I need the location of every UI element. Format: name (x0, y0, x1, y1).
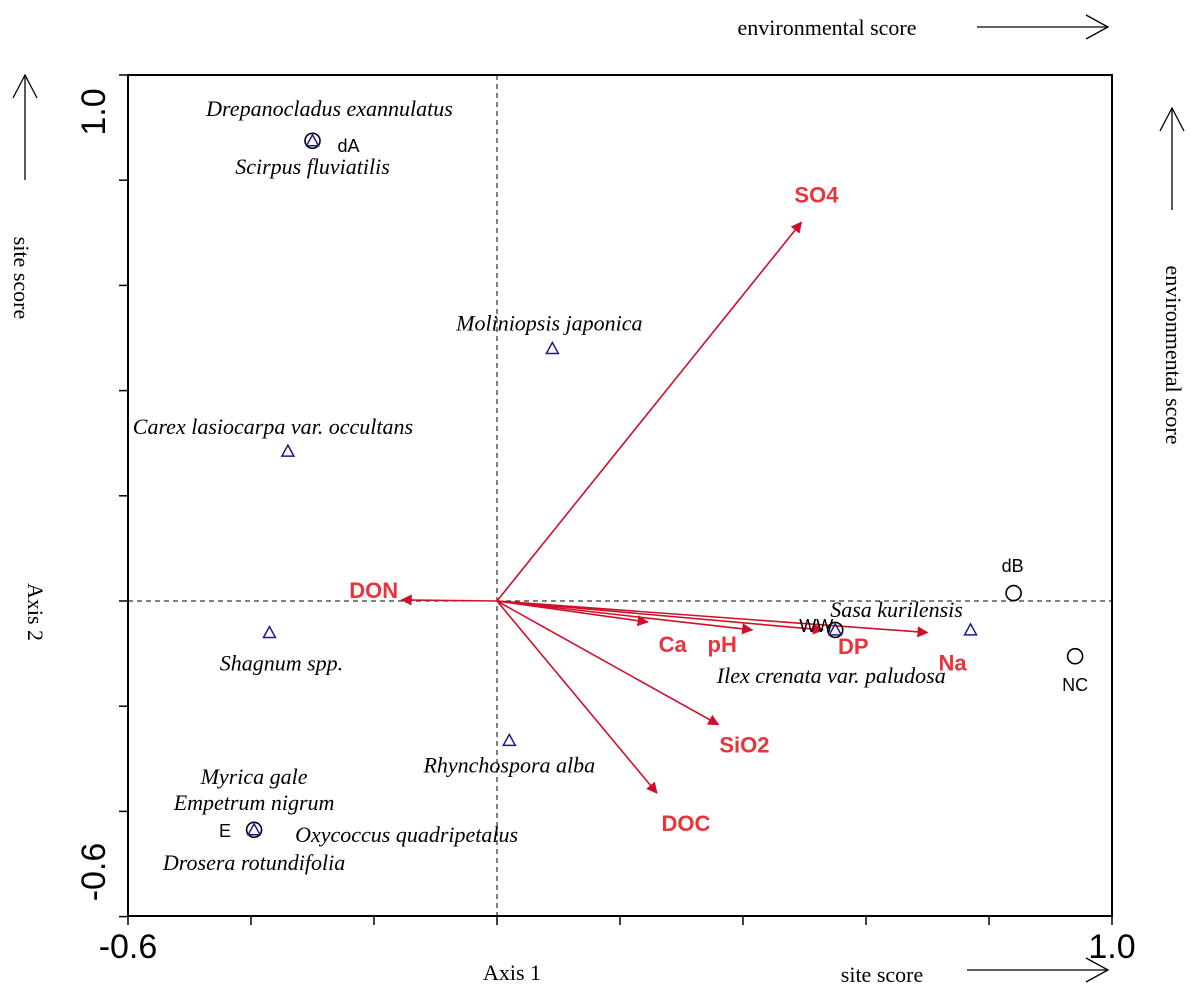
vector-label-doc: DOC (661, 811, 710, 836)
site-point-nc (1066, 647, 1084, 665)
vector-doc (496, 600, 658, 794)
vector-so4 (496, 221, 803, 602)
species-label-carex-lasiocarpa-var-occultans: Carex lasiocarpa var. occultans (133, 414, 413, 439)
species-label-drepanocladus-exannulatus: Drepanocladus exannulatus (205, 96, 453, 121)
x-tick-label-min: -0.6 (99, 928, 158, 966)
y-tick-label-max: 1.0 (75, 88, 113, 135)
vector-label-don: DON (349, 578, 398, 603)
top-environmental-score-label: environmental score (738, 15, 917, 40)
species-label-moliniopsis-japonica: Moliniopsis japonica (455, 311, 642, 336)
site-point-db (1005, 584, 1022, 602)
site-label-ww: WW (799, 616, 833, 636)
species-point-moliniopsis-japonica (545, 340, 560, 355)
bottom-right-arrow-icon (967, 957, 1110, 983)
species-label-oxycoccus-quadripetalus: Oxycoccus quadripetalus (295, 822, 518, 847)
site-label-e: E (219, 821, 231, 841)
vector-don (400, 594, 498, 606)
y-tick-label-min: -0.6 (75, 843, 113, 902)
vector-na (496, 600, 929, 638)
left-site-score-label: site score (9, 237, 34, 319)
bottom-site-score-label: site score (841, 962, 923, 986)
species-point-carex-lasiocarpa-var-occultans (280, 443, 296, 457)
species-label-myrica-gale: Myrica gale (200, 764, 308, 789)
species-point-ilex-crenata-var-paludosa (827, 622, 843, 636)
site-markers (245, 132, 1084, 839)
vector-label-ph: pH (708, 632, 737, 657)
species-point-drepanocladus-exannulatus (305, 133, 320, 147)
right-environmental-score-label: environmental score (1161, 266, 1186, 445)
site-label-dp: DP (838, 634, 869, 659)
species-point-shagnum-spp (262, 624, 277, 639)
x-axis-title: Axis 1 (483, 960, 541, 985)
site-label-da: dA (338, 136, 360, 156)
right-up-arrow-icon (1159, 106, 1185, 210)
vector-label-so4: SO4 (794, 182, 839, 207)
x-tick-label-max: 1.0 (1088, 928, 1135, 966)
species-label-empetrum-nigrum: Empetrum nigrum (173, 790, 335, 815)
species-label-scirpus-fluviatilis: Scirpus fluviatilis (235, 154, 390, 179)
vector-label-sio2: SiO2 (719, 733, 769, 758)
y-axis-ticks (119, 74, 128, 918)
species-markers (246, 133, 978, 836)
x-axis-ticks (127, 916, 1113, 925)
vector-sio2 (496, 600, 720, 726)
vector-label-na: Na (938, 651, 967, 676)
species-point-sasa-kurilensis (963, 622, 978, 636)
species-label-shagnum-spp: Shagnum spp. (220, 651, 343, 676)
y-axis-title: Axis 2 (23, 583, 48, 641)
environmental-vectors (400, 221, 929, 794)
vector-ph (496, 600, 754, 635)
left-up-arrow-icon (12, 73, 38, 180)
vector-dp (496, 600, 825, 635)
species-label-sasa-kurilensis: Sasa kurilensis (830, 597, 963, 622)
species-point-myrica-gale (246, 822, 262, 836)
species-label-ilex-crenata-var-paludosa: Ilex crenata var. paludosa (716, 663, 946, 688)
species-label-rhynchospora-alba: Rhynchospora alba (422, 752, 595, 777)
species-label-drosera-rotundifolia: Drosera rotundifolia (162, 850, 345, 875)
vector-label-ca: Ca (659, 632, 688, 657)
site-label-nc: NC (1062, 675, 1088, 695)
top-right-arrow-icon (977, 14, 1110, 40)
site-label-db: dB (1002, 556, 1024, 576)
point-labels: Drepanocladus exannulatus Scirpus fluviat… (133, 96, 1088, 875)
species-point-rhynchospora-alba (502, 732, 517, 747)
